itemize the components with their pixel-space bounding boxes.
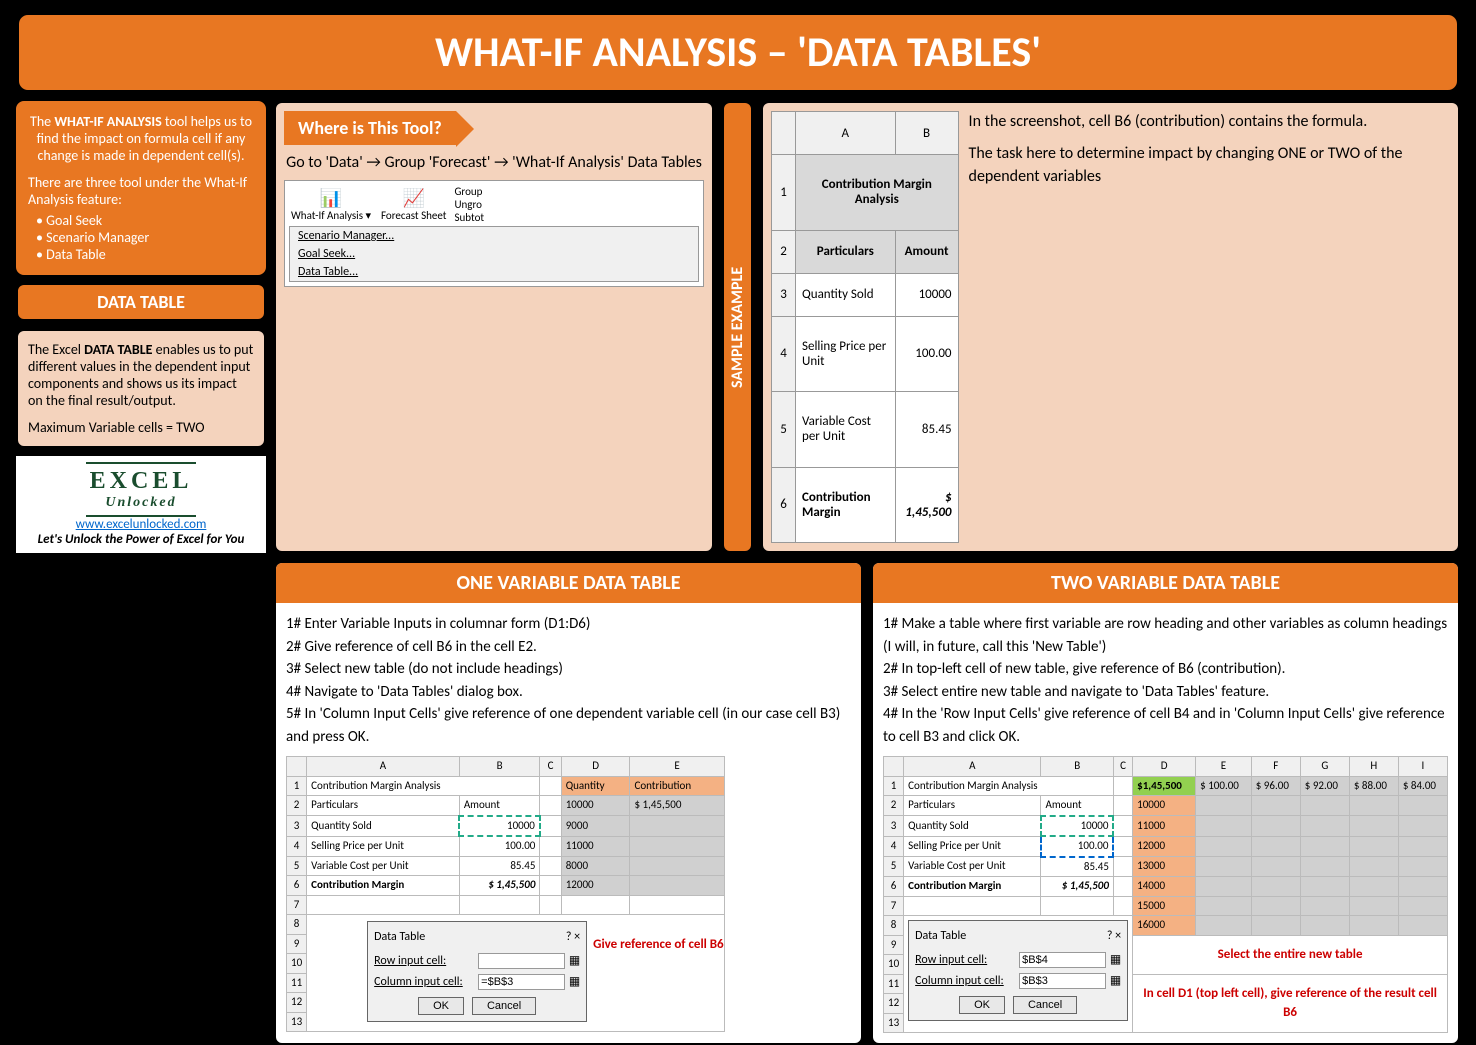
main-title: WHAT-IF ANALYSIS – 'DATA TABLES' bbox=[16, 12, 1460, 93]
step: 3# Select new table (do not include head… bbox=[286, 658, 851, 681]
two-var-table: ABCDEFGHI 1Contribution Margin Analysis$… bbox=[883, 756, 1448, 1033]
text: The bbox=[30, 113, 54, 130]
text: DATA TABLE bbox=[84, 341, 152, 358]
range-icon[interactable]: ▦ bbox=[1110, 951, 1121, 969]
cancel-button[interactable]: Cancel bbox=[1013, 996, 1077, 1014]
sample-box: AB 1Contribution Margin Analysis 2Partic… bbox=[761, 101, 1460, 553]
col-input-label: Column input cell: bbox=[374, 973, 474, 991]
data-table-dialog-2: Data Table? × Row input cell:▦ Column in… bbox=[908, 920, 1128, 1021]
row-input-label: Row input cell: bbox=[915, 951, 1015, 969]
col-input-field[interactable] bbox=[478, 974, 565, 990]
logo-line1: EXCEL bbox=[90, 468, 193, 494]
one-var-box: ONE VARIABLE DATA TABLE 1# Enter Variabl… bbox=[274, 561, 863, 1045]
left-sidebar: The WHAT-IF ANALYSIS tool helps us to fi… bbox=[16, 101, 266, 553]
dialog-title: Data Table bbox=[915, 927, 966, 945]
where-heading: Where is This Tool? bbox=[284, 111, 456, 145]
website-link[interactable]: www.excelunlocked.com bbox=[76, 517, 207, 532]
sample-label: SAMPLE EXAMPLE bbox=[722, 101, 753, 553]
row-input-field[interactable] bbox=[478, 953, 565, 969]
text: There are three tool under the What-If A… bbox=[28, 174, 254, 208]
intro-box: The WHAT-IF ANALYSIS tool helps us to fi… bbox=[16, 101, 266, 275]
range-icon[interactable]: ▦ bbox=[1110, 972, 1121, 990]
sample-text1: In the screenshot, cell B6 (contribution… bbox=[969, 111, 1450, 133]
ribbon-side[interactable]: Group bbox=[454, 185, 484, 198]
one-var-heading: ONE VARIABLE DATA TABLE bbox=[276, 563, 861, 603]
red-note: Select the entire new table bbox=[1218, 947, 1363, 962]
logo-line2: Unlocked bbox=[90, 495, 193, 511]
ok-button[interactable]: OK bbox=[418, 997, 464, 1015]
one-var-table: ABCDE 1Contribution Margin AnalysisQuant… bbox=[286, 756, 725, 1032]
step: 5# In 'Column Input Cells' give referenc… bbox=[286, 703, 851, 748]
col-input-field[interactable] bbox=[1019, 973, 1106, 989]
tagline: Let's Unlock the Power of Excel for You bbox=[22, 532, 260, 547]
sample-text2: The task here to determine impact by cha… bbox=[969, 143, 1450, 188]
step: 1# Enter Variable Inputs in columnar for… bbox=[286, 613, 851, 636]
list-item: Goal Seek bbox=[36, 212, 254, 229]
two-var-heading: TWO VARIABLE DATA TABLE bbox=[873, 563, 1458, 603]
row-input-field[interactable] bbox=[1019, 952, 1106, 968]
menu-item[interactable]: Scenario Manager... bbox=[290, 227, 698, 245]
where-box: Where is This Tool? Go to 'Data' → Group… bbox=[274, 101, 714, 553]
step: 3# Select entire new table and navigate … bbox=[883, 681, 1448, 704]
text: Maximum Variable cells = TWO bbox=[28, 419, 254, 436]
col-input-label: Column input cell: bbox=[915, 972, 1015, 990]
list-item: Scenario Manager bbox=[36, 229, 254, 246]
data-table-box: The Excel DATA TABLE enables us to put d… bbox=[16, 329, 266, 448]
step: 2# In top-left cell of new table, give r… bbox=[883, 658, 1448, 681]
ribbon-mock: 📊What-If Analysis ▾ 📈Forecast Sheet Grou… bbox=[284, 180, 704, 287]
whatif-ribbon-button[interactable]: 📊What-If Analysis ▾ bbox=[289, 185, 373, 224]
step: 4# In the 'Row Input Cells' give referen… bbox=[883, 703, 1448, 748]
red-note: Give reference of cell B6 bbox=[593, 935, 724, 955]
menu-item[interactable]: Data Table... bbox=[290, 263, 698, 281]
where-path: Go to 'Data' → Group 'Forecast' → 'What-… bbox=[284, 153, 704, 172]
menu-item[interactable]: Goal Seek... bbox=[290, 245, 698, 263]
ribbon-side[interactable]: Subtot bbox=[454, 211, 484, 224]
step: 4# Navigate to 'Data Tables' dialog box. bbox=[286, 681, 851, 704]
logo: EXCEL Unlocked bbox=[86, 462, 197, 517]
ok-button[interactable]: OK bbox=[959, 996, 1005, 1014]
list-item: Data Table bbox=[36, 246, 254, 263]
data-table-dialog: Data Table? × Row input cell:▦ Column in… bbox=[367, 921, 587, 1022]
step: 1# Make a table where first variable are… bbox=[883, 613, 1448, 658]
red-note: In cell D1 (top left cell), give referen… bbox=[1143, 986, 1437, 1021]
ribbon-side[interactable]: Ungro bbox=[454, 198, 484, 211]
text: The Excel bbox=[28, 341, 84, 358]
two-var-box: TWO VARIABLE DATA TABLE 1# Make a table … bbox=[871, 561, 1460, 1045]
ribbon-dropdown: Scenario Manager... Goal Seek... Data Ta… bbox=[289, 226, 699, 282]
cancel-button[interactable]: Cancel bbox=[472, 997, 536, 1015]
data-table-heading: DATA TABLE bbox=[16, 283, 266, 321]
logo-box: EXCEL Unlocked www.excelunlocked.com Let… bbox=[16, 456, 266, 553]
step: 2# Give reference of cell B6 in the cell… bbox=[286, 636, 851, 659]
range-icon[interactable]: ▦ bbox=[569, 952, 580, 970]
row-input-label: Row input cell: bbox=[374, 952, 474, 970]
forecast-ribbon-button[interactable]: 📈Forecast Sheet bbox=[379, 185, 448, 224]
dialog-title: Data Table bbox=[374, 928, 425, 946]
sample-table: AB 1Contribution Margin Analysis 2Partic… bbox=[771, 111, 959, 543]
range-icon[interactable]: ▦ bbox=[569, 973, 580, 991]
text: WHAT-IF ANALYSIS bbox=[54, 113, 161, 130]
